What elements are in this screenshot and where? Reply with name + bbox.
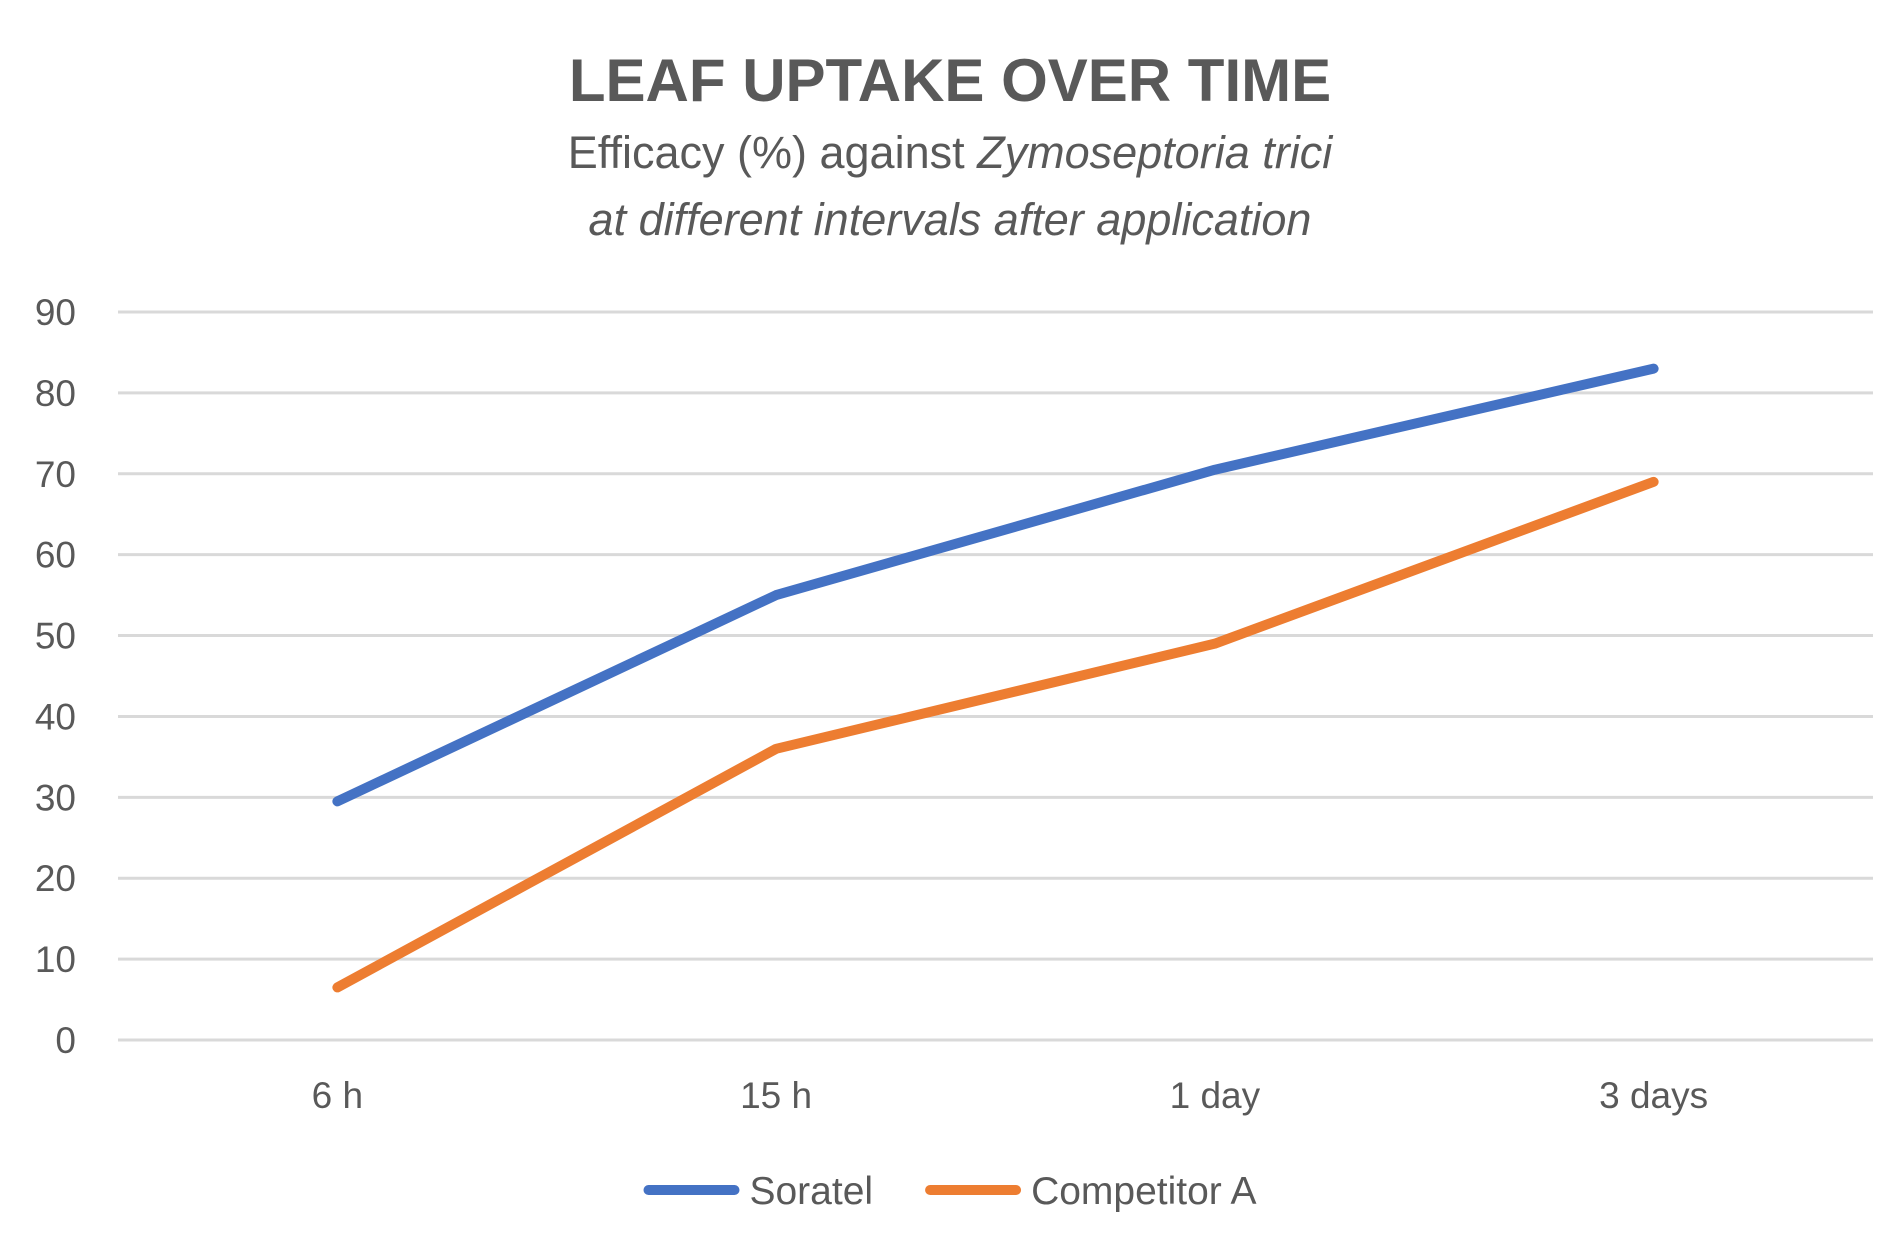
series-lines [332,363,1659,993]
chart-subtitle-line-2: at different intervals after application [589,194,1312,245]
x-tick-label: 15 h [740,1075,812,1116]
y-tick-label: 50 [35,616,76,657]
y-tick-label: 90 [35,292,76,333]
gridlines [118,310,1873,1042]
x-tick-label: 1 day [1170,1075,1261,1116]
y-tick-label: 60 [35,535,76,576]
y-axis-tick-labels: 0 10 20 30 40 50 60 70 80 90 [35,292,76,1061]
y-tick-label: 70 [35,454,76,495]
subtitle-italic-text: Zymoseptoria trici [976,127,1334,178]
series-line-competitor-a [332,476,1659,993]
legend-label: Competitor A [1031,1170,1256,1213]
series-line-soratel [332,363,1659,807]
y-tick-label: 40 [35,696,76,737]
subtitle-plain-text: Efficacy (%) against [568,127,977,178]
x-tick-label: 3 days [1599,1075,1708,1116]
y-tick-label: 80 [35,373,76,414]
y-tick-label: 20 [35,858,76,899]
legend: Soratel Competitor A [643,1170,1257,1213]
y-tick-label: 30 [35,777,76,818]
chart-title: LEAF UPTAKE OVER TIME [569,47,1331,114]
y-tick-label: 10 [35,939,76,980]
y-tick-label: 0 [55,1020,76,1061]
chart-subtitle-line-1: Efficacy (%) against Zymoseptoria trici [568,127,1334,178]
x-tick-label: 6 h [312,1075,363,1116]
x-axis-tick-labels: 6 h 15 h 1 day 3 days [312,1075,1708,1116]
legend-label: Soratel [749,1170,873,1213]
